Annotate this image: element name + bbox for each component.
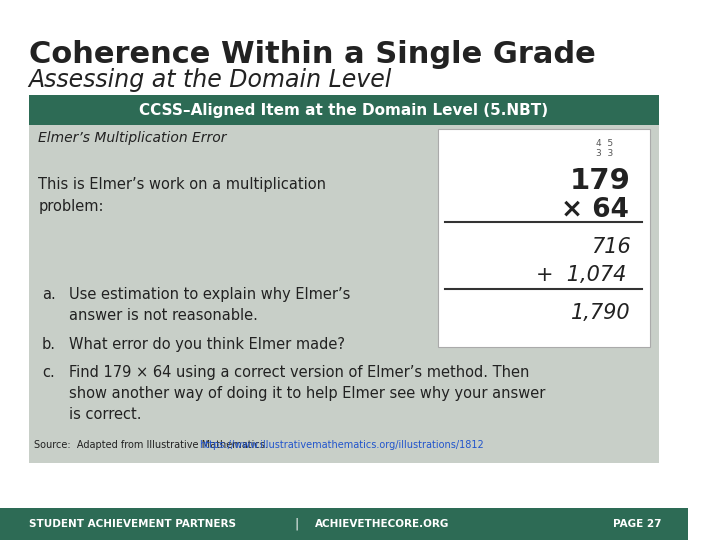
Text: 179: 179 — [570, 167, 631, 195]
FancyBboxPatch shape — [0, 508, 688, 540]
Text: Coherence Within a Single Grade: Coherence Within a Single Grade — [29, 40, 595, 69]
Text: 3  3: 3 3 — [596, 149, 613, 158]
FancyBboxPatch shape — [29, 95, 660, 125]
Text: Find 179 × 64 using a correct version of Elmer’s method. Then
show another way o: Find 179 × 64 using a correct version of… — [69, 365, 545, 422]
Text: What error do you think Elmer made?: What error do you think Elmer made? — [69, 337, 345, 352]
Text: https://www.illustrativemathematics.org/illustrations/1812: https://www.illustrativemathematics.org/… — [199, 440, 484, 450]
Text: × 64: × 64 — [561, 197, 629, 223]
Text: c.: c. — [42, 365, 55, 380]
Text: Use estimation to explain why Elmer’s
answer is not reasonable.: Use estimation to explain why Elmer’s an… — [69, 287, 350, 323]
Text: This is Elmer’s work on a multiplication
problem:: This is Elmer’s work on a multiplication… — [38, 177, 326, 214]
FancyBboxPatch shape — [29, 95, 660, 463]
Text: |: | — [294, 517, 298, 530]
Text: PAGE 27: PAGE 27 — [613, 519, 661, 529]
Text: 716: 716 — [591, 237, 631, 257]
Text: 1,790: 1,790 — [571, 303, 631, 323]
Text: Elmer’s Multiplication Error: Elmer’s Multiplication Error — [38, 131, 227, 145]
Text: a.: a. — [42, 287, 55, 302]
Text: Source:  Adapted from Illustrative Mathematics.: Source: Adapted from Illustrative Mathem… — [35, 440, 274, 450]
Text: b.: b. — [42, 337, 56, 352]
Text: ACHIEVETHECORE.ORG: ACHIEVETHECORE.ORG — [315, 519, 450, 529]
Text: Assessing at the Domain Level: Assessing at the Domain Level — [29, 68, 392, 92]
Text: CCSS–Aligned Item at the Domain Level (5.NBT): CCSS–Aligned Item at the Domain Level (5… — [140, 103, 549, 118]
Text: +  1,074: + 1,074 — [536, 265, 627, 285]
FancyBboxPatch shape — [438, 129, 649, 347]
Text: 4  5: 4 5 — [596, 139, 613, 148]
Text: STUDENT ACHIEVEMENT PARTNERS: STUDENT ACHIEVEMENT PARTNERS — [29, 519, 235, 529]
